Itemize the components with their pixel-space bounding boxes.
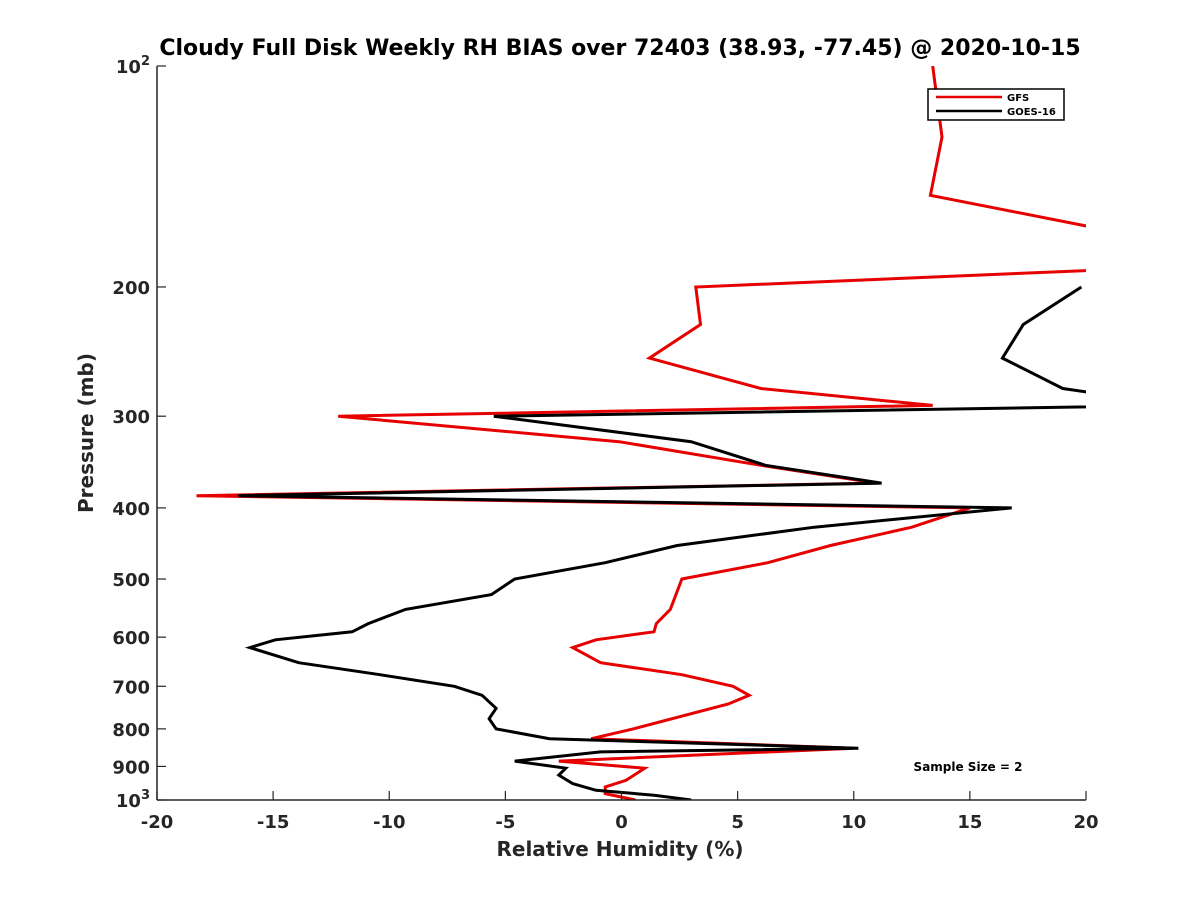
series-line-goes16 bbox=[238, 285, 1086, 800]
y-tick-label: 700 bbox=[112, 677, 150, 698]
x-tick-label: 5 bbox=[731, 812, 744, 833]
x-tick-label: -5 bbox=[495, 812, 515, 833]
x-tick-label: -10 bbox=[373, 812, 406, 833]
y-axis-label: Pressure (mb) bbox=[74, 353, 98, 513]
legend: GFS GOES-16 bbox=[927, 88, 1065, 121]
y-tick-label: 800 bbox=[112, 720, 150, 741]
legend-label-gfs: GFS bbox=[1007, 93, 1029, 104]
legend-label-goes16: GOES-16 bbox=[1007, 107, 1056, 118]
y-tick-label: 500 bbox=[112, 570, 150, 591]
x-tick-label: -20 bbox=[141, 812, 174, 833]
x-tick-label: 20 bbox=[1073, 812, 1098, 833]
y-tick-label: 400 bbox=[112, 499, 150, 520]
x-tick-label: 0 bbox=[615, 812, 628, 833]
series-line-gfs bbox=[196, 66, 1086, 800]
y-tick-label: 900 bbox=[112, 757, 150, 778]
y-tick-label: 200 bbox=[112, 278, 150, 299]
y-tick-label: 103 bbox=[116, 788, 150, 812]
y-tick-label: 600 bbox=[112, 628, 150, 649]
series-layer bbox=[196, 66, 1086, 800]
x-axis-label: Relative Humidity (%) bbox=[496, 837, 743, 861]
x-tick-label: -15 bbox=[257, 812, 290, 833]
y-tick-label: 102 bbox=[116, 54, 150, 78]
y-tick-label: 300 bbox=[112, 407, 150, 428]
x-tick-label: 10 bbox=[841, 812, 866, 833]
legend-box bbox=[927, 88, 1065, 121]
x-tick-label: 15 bbox=[957, 812, 982, 833]
ticks-layer: -20 -15 -10 -5 0 5 10 15 20 102 200 300 400 500 600 700… bbox=[112, 54, 1098, 833]
sample-size-annotation: Sample Size = 2 bbox=[914, 760, 1023, 774]
chart-title: Cloudy Full Disk Weekly RH BIAS over 724… bbox=[159, 36, 1080, 61]
